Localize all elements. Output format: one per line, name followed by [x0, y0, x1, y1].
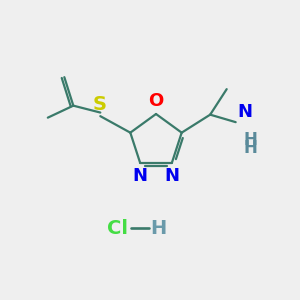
Text: H: H: [244, 139, 258, 157]
Text: O: O: [148, 92, 164, 110]
Text: N: N: [133, 167, 148, 185]
Text: N: N: [164, 167, 179, 185]
Text: Cl: Cl: [106, 218, 128, 238]
Text: H: H: [151, 218, 167, 238]
Text: S: S: [92, 95, 106, 114]
Text: H: H: [244, 130, 258, 148]
Text: N: N: [237, 103, 252, 121]
